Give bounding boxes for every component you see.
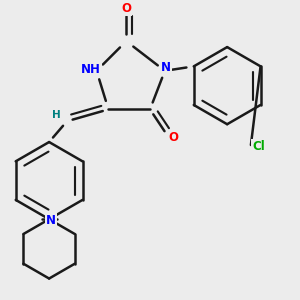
Text: O: O [121,2,131,15]
Text: O: O [169,131,179,144]
Text: NH: NH [81,63,100,76]
Text: H: H [52,110,61,120]
Text: N: N [46,214,56,227]
Text: Cl: Cl [252,140,265,153]
Text: N: N [161,61,171,74]
